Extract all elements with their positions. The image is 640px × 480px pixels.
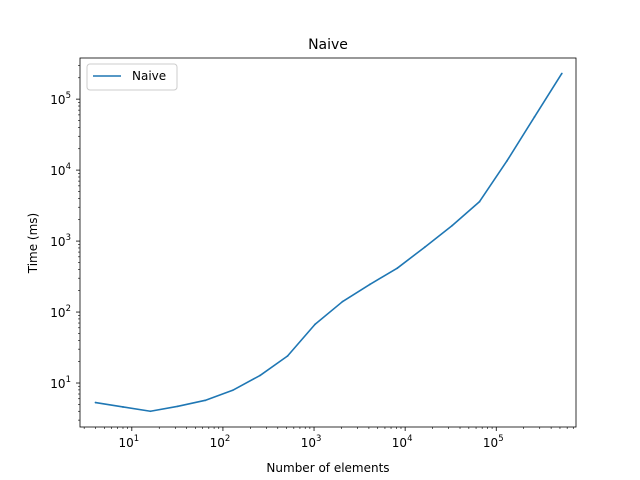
- data-point: [506, 159, 508, 162]
- y-tick-exponent: 3: [66, 233, 71, 243]
- x-tick-exponent: 3: [316, 434, 321, 444]
- chart-title: Naive: [308, 37, 348, 53]
- data-point: [478, 200, 481, 203]
- x-tick-exponent: 4: [407, 434, 412, 444]
- axes-frame: [79, 57, 577, 428]
- y-tick-base: 10: [50, 306, 65, 320]
- x-tick-label: 102: [210, 434, 231, 450]
- x-tick-base: 10: [301, 436, 316, 450]
- data-point: [396, 267, 399, 270]
- y-tick-label: 104: [50, 162, 71, 178]
- legend: Naive: [86, 63, 178, 91]
- data-point: [286, 355, 289, 357]
- data-point: [204, 399, 207, 402]
- y-tick-label: 103: [50, 233, 71, 249]
- legend-label-naive: Naive: [132, 69, 166, 83]
- y-tick-base: 10: [50, 93, 65, 107]
- y-axis-label: Time (ms): [26, 213, 40, 275]
- y-tick-base: 10: [50, 377, 65, 391]
- data-point: [94, 401, 97, 404]
- y-tick-label: 101: [50, 375, 71, 391]
- x-tick-base: 10: [118, 436, 133, 450]
- x-tick-label: 101: [118, 434, 139, 450]
- data-point: [341, 300, 344, 303]
- data-point: [533, 116, 536, 118]
- x-tick-base: 10: [210, 436, 225, 450]
- data-point: [231, 389, 234, 392]
- y-tick-exponent: 4: [66, 162, 71, 172]
- x-tick-label: 103: [301, 434, 322, 450]
- series-line-naive: [95, 73, 563, 413]
- x-tick-exponent: 5: [498, 434, 503, 444]
- data-point: [560, 72, 563, 75]
- legend-frame: [86, 63, 178, 91]
- y-tick-exponent: 2: [66, 304, 71, 314]
- x-tick-label: 104: [392, 434, 413, 450]
- data-point: [368, 283, 371, 286]
- x-tick-base: 10: [483, 436, 498, 450]
- data-point: [149, 410, 152, 413]
- y-tick-exponent: 5: [66, 91, 71, 101]
- data-point: [122, 406, 124, 408]
- x-tick-exponent: 2: [225, 434, 230, 444]
- data-point: [259, 374, 262, 377]
- y-tick-base: 10: [50, 164, 65, 178]
- x-tick-label: 105: [483, 434, 504, 450]
- data-point: [451, 224, 454, 227]
- x-axis-label: Number of elements: [266, 461, 389, 475]
- x-tick-base: 10: [392, 436, 407, 450]
- y-tick-base: 10: [50, 235, 65, 249]
- data-point: [176, 405, 179, 408]
- y-tick-label: 105: [50, 91, 71, 107]
- y-tick-exponent: 1: [66, 375, 71, 385]
- x-tick-exponent: 1: [134, 434, 139, 444]
- data-point: [314, 323, 316, 326]
- y-tick-label: 102: [50, 304, 71, 320]
- data-point: [423, 246, 426, 249]
